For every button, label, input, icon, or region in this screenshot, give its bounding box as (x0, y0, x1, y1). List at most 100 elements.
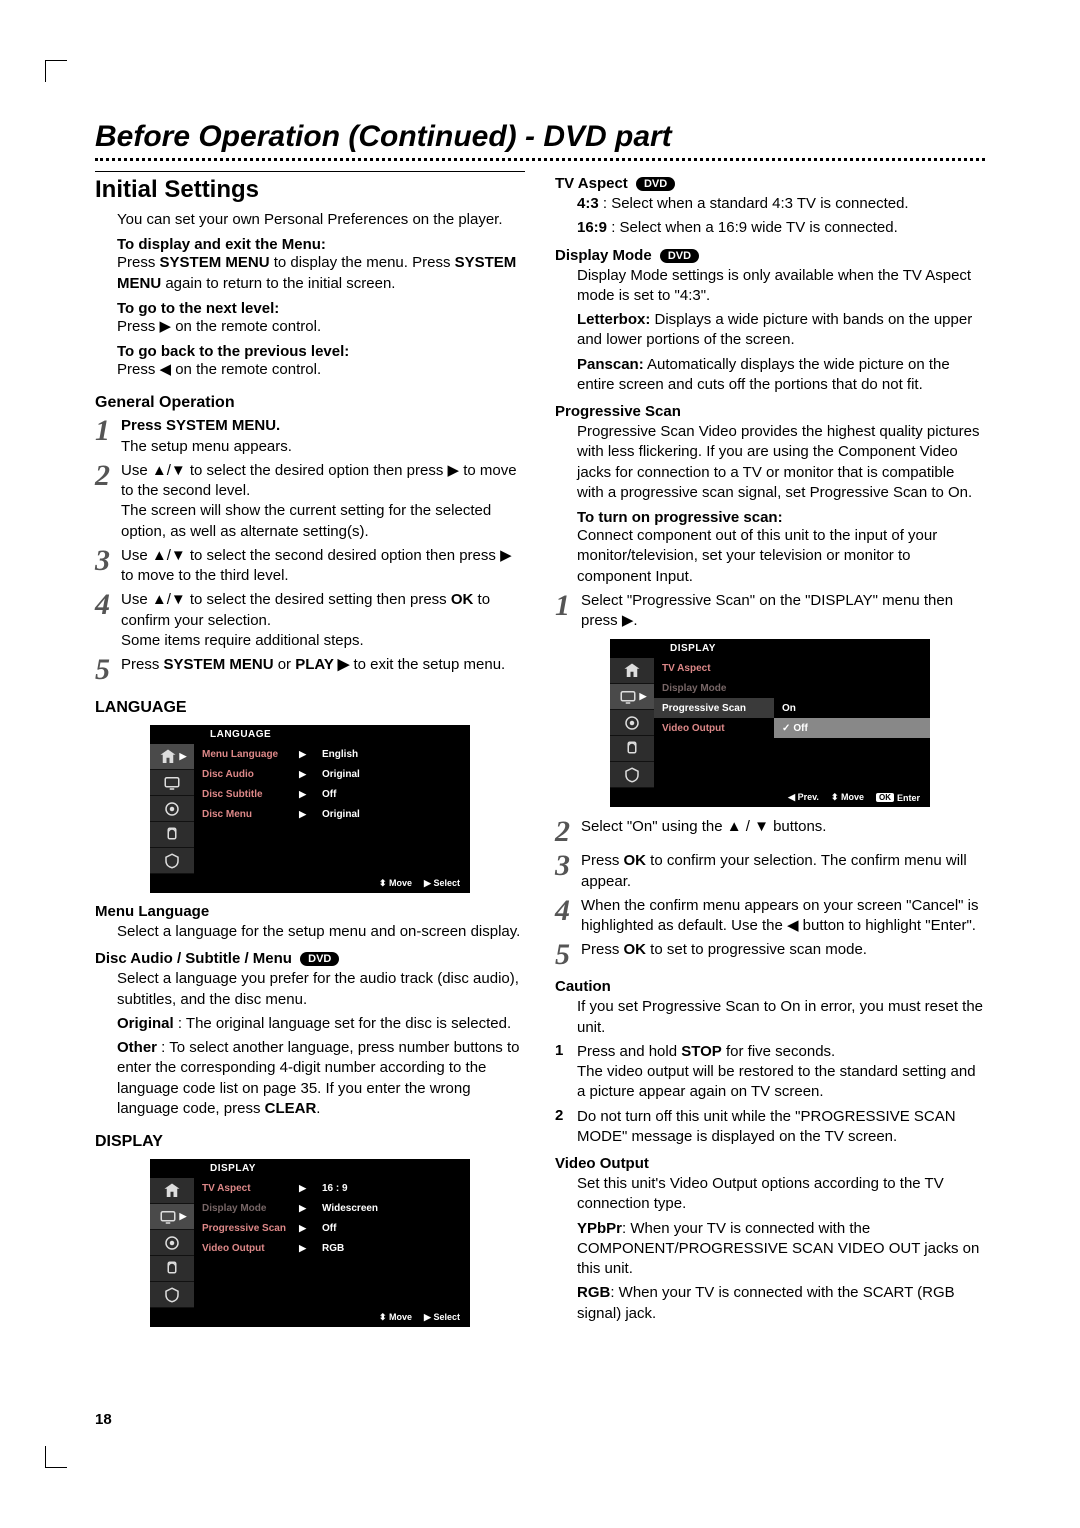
step-num: 1 (95, 416, 121, 446)
osd-icons: ▶ (150, 1178, 194, 1308)
osd-footer: ⬍ Move ▶ Select (150, 874, 470, 893)
osd-left-row: Display Mode▶ (194, 1198, 314, 1218)
step-num: 4 (555, 896, 581, 926)
tv-aspect-head: TV Aspect DVD (555, 175, 985, 192)
osd-footer-select: ▶ Select (424, 878, 460, 889)
prog-scan-p2: Connect component out of this unit to th… (555, 526, 985, 587)
osd-right-row: Off (314, 784, 470, 804)
osd-icons: ▶ (610, 658, 654, 788)
step: 2Use ▲/▼ to select the desired option th… (95, 461, 525, 542)
osd-left-row: Disc Subtitle▶ (194, 784, 314, 804)
menu-language-head: Menu Language (95, 903, 525, 920)
prog-scan-p1: Progressive Scan Video provides the high… (555, 422, 985, 503)
osd-left-row: Menu Language▶ (194, 744, 314, 764)
osd-footer: ⬍ Move▶ Select (150, 1308, 470, 1327)
video-out-p1: Set this unit's Video Output options acc… (555, 1174, 985, 1215)
osd-menu: DISPLAY ▶ TV Aspect▶Display Mode▶Progres… (150, 1159, 470, 1327)
display-exit-head: To display and exit the Menu: (95, 236, 525, 253)
osd-footer: ◀ Prev.⬍ MoveOK Enter (610, 788, 930, 807)
step: 3Use ▲/▼ to select the second desired op… (95, 546, 525, 587)
page-title: Before Operation (Continued) - DVD part (95, 120, 985, 154)
osd-right-row: Original (314, 764, 470, 784)
osd-menu: DISPLAY ▶ TV AspectDisplay ModeProgressi… (610, 639, 930, 807)
osd-icon (150, 822, 194, 848)
dvd-pill: DVD (300, 952, 339, 966)
disc-audio-head: Disc Audio / Subtitle / Menu DVD (95, 950, 525, 967)
step-text: When the confirm menu appears on your sc… (581, 896, 985, 937)
osd-left-row: Display Mode (654, 678, 774, 698)
osd-right: 16 : 9WidescreenOffRGB (314, 1178, 470, 1308)
step-num: 2 (555, 817, 581, 847)
osd-icon (150, 796, 194, 822)
osd-footer-move: ⬍ Move (379, 878, 412, 889)
next-level-text: Press ▶ on the remote control. (95, 317, 525, 337)
caution-text: Press and hold STOP for five seconds.The… (577, 1042, 985, 1103)
osd-right: EnglishOriginalOffOriginal (314, 744, 470, 874)
disc-audio-p2: Original : The original language set for… (95, 1014, 525, 1034)
osd-icon (610, 736, 654, 762)
osd-icon: ▶ (150, 1204, 194, 1230)
osd-right-row: On (774, 698, 930, 718)
osd-icon (150, 1178, 194, 1204)
step-num: 5 (555, 940, 581, 970)
language-head: LANGUAGE (95, 699, 525, 717)
prog-scan-head: Progressive Scan (555, 403, 985, 420)
step-text: Select "On" using the ▲ / ▼ buttons. (581, 817, 826, 837)
step: 5Press OK to set to progressive scan mod… (555, 940, 985, 970)
osd-left: Menu Language▶Disc Audio▶Disc Subtitle▶D… (194, 744, 314, 874)
dvd-pill: DVD (636, 177, 675, 191)
intro-text: You can set your own Personal Preference… (95, 210, 525, 230)
disc-audio-title: Disc Audio / Subtitle / Menu (95, 950, 292, 967)
osd-left-row: Progressive Scan▶ (194, 1218, 314, 1238)
video-out-p2: YPbPr: When your TV is connected with th… (555, 1219, 985, 1280)
osd-icon: ▶ (610, 684, 654, 710)
osd-left-row: Video Output (654, 718, 774, 738)
title-rule (95, 158, 985, 161)
osd-left-row: Video Output▶ (194, 1238, 314, 1258)
osd-icon (610, 710, 654, 736)
osd-icons: ▶ (150, 744, 194, 874)
osd-right-row: Widescreen (314, 1198, 470, 1218)
osd-icon (150, 848, 194, 874)
osd-left-row: Progressive Scan (654, 698, 774, 718)
tv-aspect-p2: 16:9 : Select when a 16:9 wide TV is con… (555, 218, 985, 238)
prog-scan-sub: To turn on progressive scan: (555, 509, 985, 526)
section-title: Initial Settings (95, 176, 525, 204)
display-mode-p2: Letterbox: Displays a wide picture with … (555, 310, 985, 351)
osd-right-row: Off (314, 1218, 470, 1238)
caution-num: 1 (555, 1042, 577, 1059)
next-level-head: To go to the next level: (95, 300, 525, 317)
general-op-head: General Operation (95, 394, 525, 412)
step-num: 1 (555, 591, 581, 621)
osd-left-row: TV Aspect (654, 658, 774, 678)
osd-right-row: RGB (314, 1238, 470, 1258)
step-text: Press OK to set to progressive scan mode… (581, 940, 867, 960)
osd-icon (150, 1282, 194, 1308)
step-text: Press SYSTEM MENU.The setup menu appears… (121, 416, 292, 457)
osd-right-row (774, 678, 930, 698)
display-exit-text: Press SYSTEM MENU to display the menu. P… (95, 253, 525, 294)
osd-right: OnOff (774, 658, 930, 788)
osd-icon (610, 762, 654, 788)
prev-level-head: To go back to the previous level: (95, 343, 525, 360)
step: 1Press SYSTEM MENU.The setup menu appear… (95, 416, 525, 457)
osd-right-row (774, 658, 930, 678)
caution-step: 1Press and hold STOP for five seconds.Th… (555, 1042, 985, 1103)
step-num: 4 (95, 590, 121, 620)
osd-footer-move: ⬍ Move (831, 792, 864, 803)
osd-icon (150, 1230, 194, 1256)
osd-title: LANGUAGE (150, 725, 470, 744)
osd-right-row: English (314, 744, 470, 764)
caution-head: Caution (555, 978, 985, 995)
display-mode-p1: Display Mode settings is only available … (555, 266, 985, 307)
display-head: DISPLAY (95, 1133, 525, 1151)
display-mode-head: Display Mode DVD (555, 247, 985, 264)
step-num: 5 (95, 655, 121, 685)
osd-icon (610, 658, 654, 684)
osd-left-row: Disc Menu▶ (194, 804, 314, 824)
osd-icon: ▶ (150, 744, 194, 770)
tv-aspect-title: TV Aspect (555, 175, 628, 192)
step: 5Press SYSTEM MENU or PLAY ▶ to exit the… (95, 655, 525, 685)
prev-level-text: Press ◀ on the remote control. (95, 360, 525, 380)
video-out-p3: RGB: When your TV is connected with the … (555, 1283, 985, 1324)
